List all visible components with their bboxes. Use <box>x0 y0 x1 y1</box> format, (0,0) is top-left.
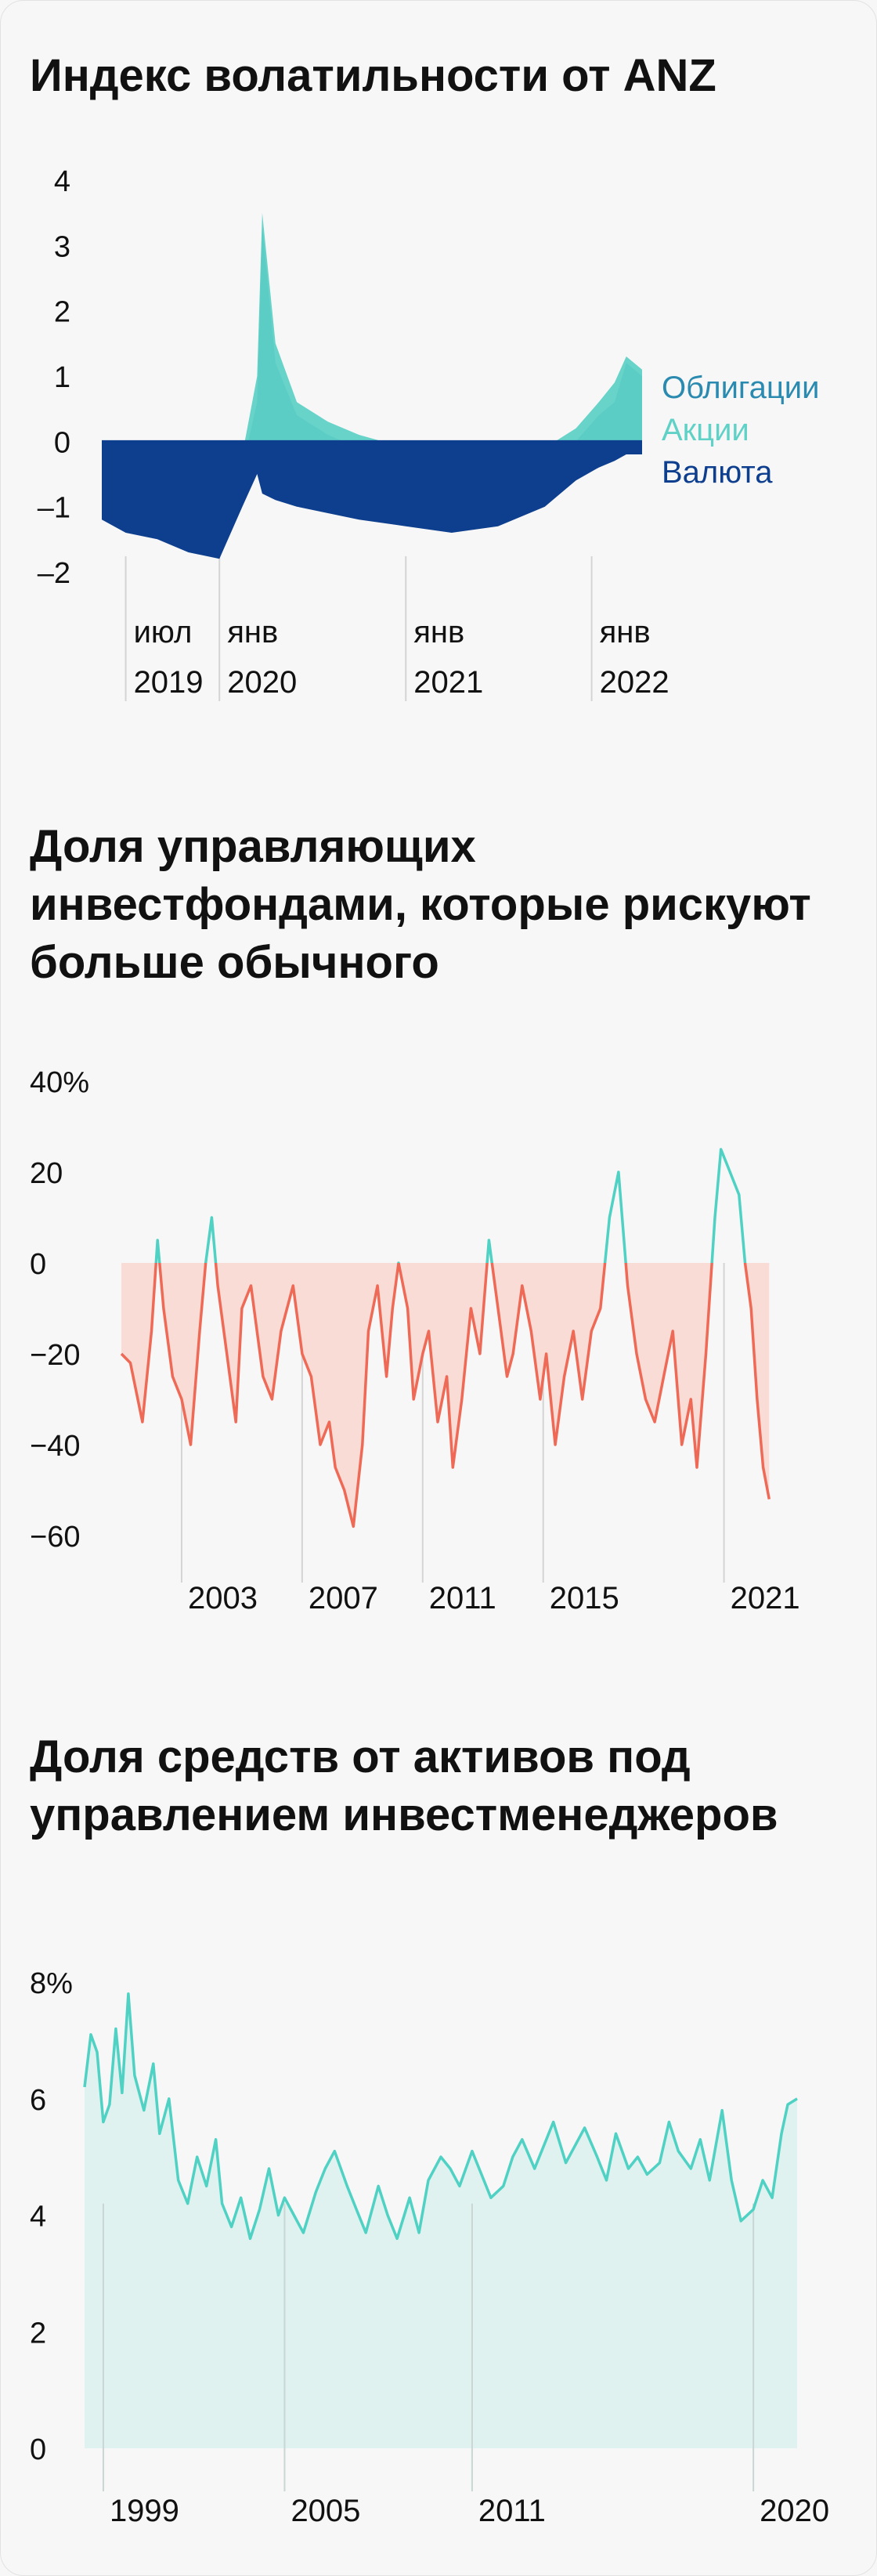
y-tick-2: 4 <box>30 2201 46 2234</box>
legend-item-bonds: Облигации <box>662 371 819 405</box>
chart-1-title: Индекс волатильности от ANZ <box>30 50 716 101</box>
y-tick-3: 1 <box>54 361 70 394</box>
y-tick-4: 0 <box>30 2433 46 2466</box>
x-tick-year-3: 2022 <box>600 665 669 700</box>
x-tick-2: 2011 <box>429 1581 496 1615</box>
y-tick-4: −40 <box>30 1430 80 1463</box>
y-tick-2: 2 <box>54 296 70 329</box>
x-tick-month-3: янв <box>600 615 651 649</box>
y-tick-5: –1 <box>38 492 70 525</box>
y-tick-1: 20 <box>30 1157 63 1190</box>
x-tick-month-0: июл <box>134 615 193 649</box>
area-currency <box>102 441 642 559</box>
y-tick-5: −60 <box>30 1521 80 1554</box>
x-tick-2: 2011 <box>478 2494 546 2528</box>
y-tick-4: 0 <box>54 426 70 459</box>
chart-2-title: Доля управляющих инвестфондами, которые … <box>30 821 811 988</box>
chart-1-volatility: июл 2019 янв 2020 янв 2021 янв 2022 4 3 2 1 0 –1 –2 Обл… <box>38 165 819 701</box>
x-tick-month-2: янв <box>413 615 464 649</box>
y-tick-3: −20 <box>30 1339 80 1372</box>
legend-item-stocks: Акции <box>662 413 749 447</box>
y-tick-0: 40% <box>30 1066 89 1099</box>
y-tick-0: 4 <box>54 165 70 198</box>
y-tick-3: 2 <box>30 2317 46 2350</box>
series-line-negative <box>120 1263 771 1529</box>
y-tick-0: 8% <box>30 1967 73 2000</box>
x-tick-0: 2003 <box>188 1581 258 1615</box>
x-tick-0: 1999 <box>110 2494 179 2528</box>
chart-2-risk-share: 2003 2007 2011 2015 2021 40% 20 0 −20 −40 −60 <box>30 1066 800 1615</box>
y-tick-1: 6 <box>30 2084 46 2117</box>
x-tick-4: 2021 <box>731 1581 800 1615</box>
chart-3-title: Доля средств от активов под управлением … <box>30 1731 778 1840</box>
y-tick-6: –2 <box>38 557 70 590</box>
area-fill <box>85 1993 797 2448</box>
legend-item-currency: Валюта <box>662 455 773 490</box>
x-tick-year-0: 2019 <box>134 665 204 700</box>
x-tick-1: 2007 <box>309 1581 378 1615</box>
series-line <box>83 1992 798 2241</box>
y-tick-2: 0 <box>30 1248 46 1281</box>
y-tick-1: 3 <box>54 230 70 263</box>
x-tick-year-2: 2021 <box>413 665 483 700</box>
x-tick-month-1: янв <box>227 615 278 649</box>
x-tick-year-1: 2020 <box>227 665 297 700</box>
chart-3-cash-share: 8% 6 4 2 0 1999 2005 2011 2020 <box>30 1967 829 2528</box>
x-tick-3: 2020 <box>760 2494 829 2528</box>
negative-area <box>121 1263 770 1527</box>
x-tick-1: 2005 <box>291 2494 360 2528</box>
x-tick-3: 2015 <box>550 1581 619 1615</box>
